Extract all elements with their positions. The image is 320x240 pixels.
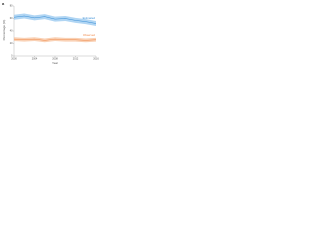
- y-tick-label: 0: [11, 55, 13, 58]
- panel-label: a: [2, 1, 5, 6]
- y-tick-label: 20: [10, 42, 13, 45]
- x-tick-label: 2012: [73, 58, 79, 61]
- x-tick-label: 2000: [11, 58, 17, 61]
- line: [13, 38, 97, 41]
- confidence-band: [14, 13, 96, 26]
- y-tick-label: 60: [10, 17, 13, 20]
- x-axis-label: Year: [52, 61, 58, 65]
- series-label: Observed: [83, 33, 96, 37]
- x-tick-label: 2016: [93, 58, 99, 61]
- page: {"chart_data": {"type": "line", "panel":…: [0, 0, 320, 67]
- y-tick-label: 40: [10, 30, 13, 33]
- chart: a Year Percentage (%) 0 20 40 60 80 2000 2004 2…: [2, 1, 100, 65]
- series-label: Estimated: [83, 16, 96, 20]
- y-axis-label: Percentage (%): [2, 20, 6, 41]
- line: [13, 15, 97, 24]
- x-tick-label: 2004: [32, 58, 38, 61]
- y-tick-label: 80: [10, 5, 13, 8]
- confidence-band: [14, 37, 96, 43]
- x-tick-label: 2008: [52, 58, 58, 61]
